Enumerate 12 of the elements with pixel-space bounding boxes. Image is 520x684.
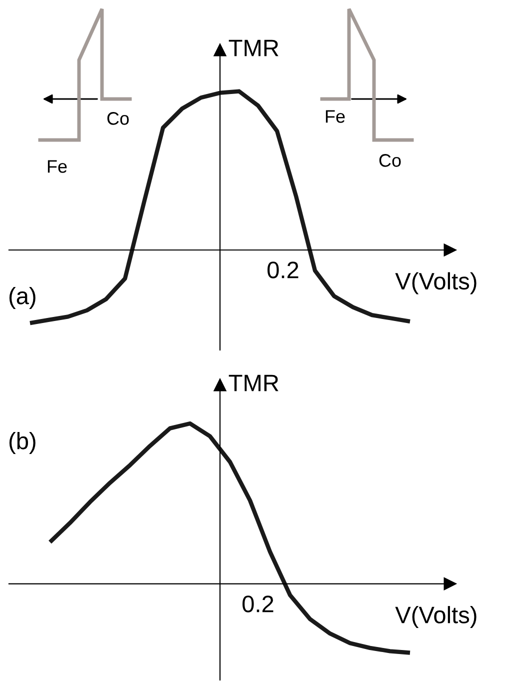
annotation: Co — [107, 112, 129, 125]
x-axis-title: V(Volts) — [395, 272, 476, 294]
text: (a) — [9, 286, 36, 309]
y-axis-title: TMR — [228, 374, 278, 392]
y-axis-title: TMR — [228, 40, 278, 56]
annotation: 0.2 — [242, 596, 274, 612]
chart-title: (b) — [9, 432, 36, 454]
annotation: Fe — [326, 110, 345, 123]
annotation: 0.2 — [268, 262, 298, 278]
annotation: Co — [379, 154, 401, 167]
annotation: Fe — [48, 160, 67, 173]
x-axis-title: V(Volts) — [395, 606, 476, 628]
